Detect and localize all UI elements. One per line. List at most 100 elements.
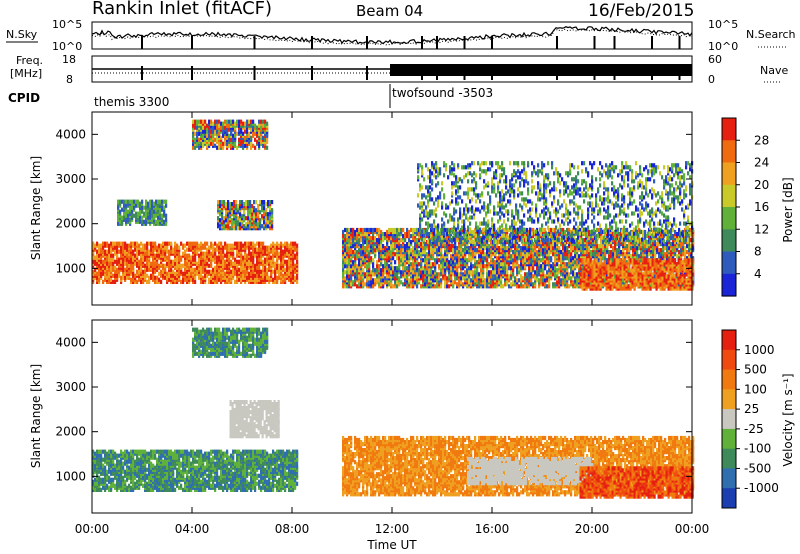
power-echo-cell [262, 273, 265, 278]
power-echo-cell [266, 257, 269, 262]
power-echo-cell [150, 273, 153, 278]
power-echo-cell [259, 200, 262, 205]
power-echo-cell [114, 269, 117, 274]
power-echo-cell [228, 257, 231, 262]
power-echo-cell [504, 246, 507, 251]
power-echo-cell [532, 242, 535, 247]
power-echo-cell [127, 199, 130, 204]
power-echo-cell [536, 262, 539, 267]
power-echo-cell [272, 263, 275, 268]
power-echo-cell [408, 278, 411, 283]
power-echo-cell [112, 279, 115, 284]
power-echo-cell [229, 202, 232, 207]
power-echo-cell [269, 216, 272, 221]
power-echo-cell [458, 244, 461, 249]
power-echo-cell [430, 248, 433, 253]
power-echo-cell [196, 131, 199, 136]
power-echo-cell [534, 252, 537, 257]
power-echo-cell [452, 244, 455, 249]
power-echo-cell [544, 274, 547, 279]
power-echo-cell [562, 280, 565, 285]
power-echo-cell [145, 199, 148, 204]
power-echo-cell [228, 243, 231, 248]
power-echo-cell [448, 232, 451, 237]
power-echo-cell [254, 263, 257, 268]
power-echo-cell [412, 246, 415, 251]
power-echo-cell [400, 270, 403, 275]
power-echo-cell [250, 119, 253, 124]
power-echo-cell [296, 247, 299, 252]
power-echo-cell [534, 244, 537, 249]
power-echo-cell [238, 123, 241, 128]
power-echo-cell [484, 252, 487, 257]
power-echo-cell [284, 241, 287, 246]
power-echo-cell [276, 275, 279, 280]
power-echo-cell [368, 262, 371, 267]
power-echo-cell [518, 244, 521, 249]
power-echo-cell [194, 125, 197, 130]
power-echo-cell [344, 276, 347, 281]
power-echo-cell [362, 282, 365, 287]
power-echo-cell [147, 215, 150, 220]
power-echo-cell [566, 234, 569, 239]
power-echo-cell [252, 263, 255, 268]
power-echo-cell [274, 243, 277, 248]
noise-left-tick-top: 10^5 [52, 18, 82, 31]
power-echo-cell [125, 203, 128, 208]
power-echo-cell [128, 249, 131, 254]
power-echo-cell [438, 242, 441, 247]
power-echo-cell [144, 255, 147, 260]
power-echo-cell [224, 259, 227, 264]
power-echo-cell [212, 129, 215, 134]
power-echo-cell [180, 263, 183, 268]
power-echo-cell [154, 241, 157, 246]
power-echo-cell [294, 269, 297, 274]
power-echo-cell [247, 226, 250, 231]
power-echo-cell [580, 246, 583, 251]
freq-right-tick-bottom: 0 [708, 73, 715, 86]
power-echo-cell [358, 282, 361, 287]
power-echo-cell [350, 232, 353, 237]
power-echo-cell [236, 249, 239, 254]
power-echo-cell [198, 145, 201, 150]
power-echo-cell [121, 219, 124, 224]
power-echo-cell [588, 229, 591, 235]
power-echo-cell [380, 272, 383, 277]
date-title: 16/Feb/2015 [588, 1, 694, 21]
power-echo-cell [286, 247, 289, 252]
power-echo-cell [267, 212, 270, 217]
power-echo-cell [550, 246, 553, 251]
power-echo-cell [548, 252, 551, 257]
power-echo-cell [270, 243, 273, 248]
power-echo-cell [502, 252, 505, 257]
power-echo-cell [210, 269, 213, 274]
power-echo-cell [123, 199, 126, 204]
power-echo-cell [214, 275, 217, 280]
power-echo-cell [528, 266, 531, 271]
power-echo-cell [154, 275, 157, 280]
power-echo-cell [163, 219, 166, 224]
power-echo-cell [470, 278, 473, 283]
power-echo-cell [424, 254, 427, 259]
power-echo-cell [235, 222, 238, 227]
power-echo-cell [348, 280, 351, 285]
power-echo-cell [246, 123, 249, 128]
power-echo-cell [508, 278, 511, 283]
power-echo-cell [233, 214, 236, 219]
power-echo-cell [388, 282, 391, 287]
power-echo-cell [560, 227, 563, 233]
power-echo-cell [570, 276, 573, 281]
power-echo-cell [136, 269, 139, 274]
power-echo-cell [108, 249, 111, 254]
power-echo-cell [478, 272, 481, 277]
power-echo-cell [232, 267, 235, 272]
power-echo-cell [458, 256, 461, 261]
power-echo-cell [392, 238, 395, 243]
power-echo-cell [496, 282, 499, 287]
power-echo-cell [392, 244, 395, 249]
power-echo-cell [466, 258, 469, 263]
power-echo-cell [208, 263, 211, 268]
power-echo-cell [420, 242, 423, 247]
power-echo-cell [348, 232, 351, 237]
power-echo-cell [271, 224, 274, 229]
